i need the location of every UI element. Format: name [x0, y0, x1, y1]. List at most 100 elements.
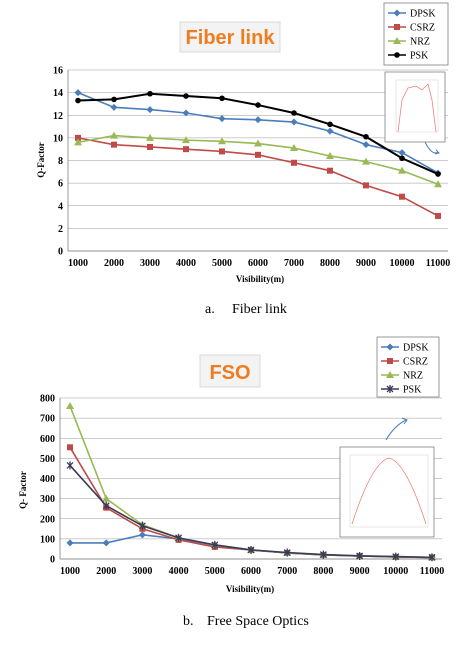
fso-x-tick-label: 3000	[132, 566, 152, 577]
fiber-series-csrz-point	[435, 212, 441, 219]
fso-y-tick-label: 500	[40, 454, 55, 465]
fso-legend-marker-nrz	[386, 371, 394, 378]
fiber-series-csrz-point	[255, 151, 261, 158]
fiber-y-tick-label: 2	[58, 224, 63, 235]
fiber-legend-label-dpsk: DPSK	[410, 9, 436, 20]
fso-x-axis-label: Visibility(m)	[226, 584, 274, 594]
fso-y-tick-label: 400	[40, 474, 55, 485]
fso-series-psk-point	[66, 461, 74, 470]
fiber-series-psk-point	[291, 110, 297, 116]
fiber-y-tick-label: 8	[58, 156, 63, 167]
fiber-y-tick-label: 10	[53, 133, 63, 144]
fso-series-psk-point	[356, 551, 364, 560]
fiber-series-dpsk-point	[362, 141, 370, 149]
fso-series-nrz-point	[102, 494, 111, 502]
fiber-series-csrz-point	[363, 182, 369, 189]
fso-x-tick-label: 8000	[313, 566, 333, 577]
fiber-x-tick-label: 11000	[426, 258, 450, 269]
fiber-x-tick-label: 3000	[140, 258, 160, 269]
fso-legend-label-dpsk: DPSK	[403, 343, 429, 354]
fiber-x-tick-label: 6000	[248, 258, 268, 269]
fso-legend-label-nrz: NRZ	[403, 371, 423, 382]
fso-x-tick-label: 5000	[205, 566, 225, 577]
fso-y-tick-label: 100	[40, 534, 55, 545]
fso-plot-area: 0 100 200 300 400 500 600 700 800 1000 2000 3000 400…	[40, 394, 444, 578]
fiber-inset-thumbnail	[384, 71, 446, 155]
fso-series-psk-point	[319, 550, 327, 559]
fso-inset-thumbnail	[339, 417, 435, 538]
fiber-series-dpsk-point	[182, 109, 190, 117]
fiber-x-tick-label: 7000	[284, 258, 304, 269]
fiber-series-dpsk-point	[146, 106, 154, 114]
fiber-series-csrz-point	[111, 141, 117, 148]
fiber-legend-marker-psk	[394, 52, 400, 58]
fso-legend-marker-csrz	[387, 358, 393, 364]
fiber-y-tick-label: 14	[53, 88, 63, 99]
fso-legend-marker-dpsk	[386, 343, 394, 351]
fiber-y-tick-label: 4	[58, 201, 63, 212]
fso-caption-text: Free Space Optics	[207, 614, 309, 629]
fiber-series-nrz-point	[290, 144, 298, 152]
fiber-series-psk-point	[75, 97, 81, 104]
fso-series-csrz-point	[67, 444, 73, 451]
fso-y-tick-label: 600	[40, 434, 55, 445]
fso-chart-title: FSO	[209, 362, 250, 384]
fiber-series-nrz-point	[398, 166, 406, 174]
fiber-series-nrz-point	[254, 139, 262, 147]
fso-chart: FSO Q- Factor Visibility(m) 0 100 200 300 40…	[18, 336, 444, 629]
fso-x-tick-label: 1000	[60, 566, 80, 577]
fiber-series-nrz-point	[146, 133, 154, 141]
fiber-series-dpsk-point	[218, 115, 226, 123]
fiber-series-nrz-point	[74, 138, 82, 146]
fso-series-psk-point	[392, 552, 400, 561]
fso-y-tick-label: 800	[40, 394, 55, 405]
fiber-x-tick-label: 9000	[356, 258, 376, 269]
fiber-series-nrz-point	[362, 157, 370, 165]
fiber-legend-label-csrz: CSRZ	[410, 23, 435, 34]
fso-series-nrz-point	[66, 402, 74, 410]
fiber-y-tick-label: 16	[53, 66, 63, 77]
fso-legend-label-csrz: CSRZ	[403, 357, 428, 368]
fiber-series-nrz-point	[110, 131, 118, 139]
fso-y-axis-label: Q- Factor	[18, 471, 28, 509]
fiber-legend: DPSK CSRZ NRZ PSK	[383, 2, 449, 66]
fso-y-tick-label: 300	[40, 494, 55, 505]
fso-series-psk-point	[247, 545, 255, 554]
fiber-y-tick-label: 0	[58, 247, 63, 258]
fso-y-tick-label: 0	[50, 555, 55, 566]
fso-series-dpsk-point	[102, 539, 110, 547]
fiber-series-nrz-point	[218, 137, 226, 145]
fso-title-box	[199, 354, 261, 388]
fiber-x-tick-label: 8000	[320, 258, 340, 269]
fiber-series-psk-point	[183, 93, 189, 99]
fso-series-psk-point	[102, 501, 110, 510]
fso-x-tick-label: 6000	[241, 566, 261, 577]
fso-x-tick-label: 10000	[383, 566, 408, 577]
fiber-chart-title: Fiber link	[186, 27, 276, 49]
fiber-series-nrz-point	[326, 151, 334, 159]
fiber-caption-text: Fiber link	[232, 302, 287, 317]
fiber-series-csrz-point	[183, 146, 189, 153]
fiber-series-csrz-line	[77, 137, 439, 217]
fiber-series-dpsk-point	[398, 149, 406, 157]
fiber-chart: Fiber link Q-Factor Visibility(m) 0 2 4 6 8 1…	[36, 2, 450, 317]
fso-series-psk-point	[283, 548, 291, 557]
fso-legend-label-psk: PSK	[403, 385, 422, 396]
fso-series-dpsk-point	[66, 539, 74, 547]
fiber-series-psk-point	[255, 102, 261, 108]
fiber-series-psk-point	[435, 171, 441, 177]
fiber-y-tick-label: 6	[58, 179, 63, 190]
fiber-x-tick-label: 1000	[68, 258, 88, 269]
fso-y-tick-label: 200	[40, 514, 55, 525]
fiber-title-box	[179, 21, 281, 53]
fiber-series-csrz-point	[219, 148, 225, 155]
fso-series-psk-point	[428, 553, 436, 562]
fso-series-dpsk-point	[138, 531, 146, 539]
fiber-series-dpsk-point	[290, 118, 298, 126]
fiber-plot-area: 0 2 4 6 8 10 12 14 16 1000 2000 3000 4000 5000 6000 700…	[53, 66, 450, 270]
fso-y-tick-label: 700	[40, 414, 55, 425]
fiber-x-tick-label: 5000	[212, 258, 232, 269]
fso-x-tick-label: 4000	[169, 566, 189, 577]
fiber-series-psk-point	[219, 95, 225, 102]
